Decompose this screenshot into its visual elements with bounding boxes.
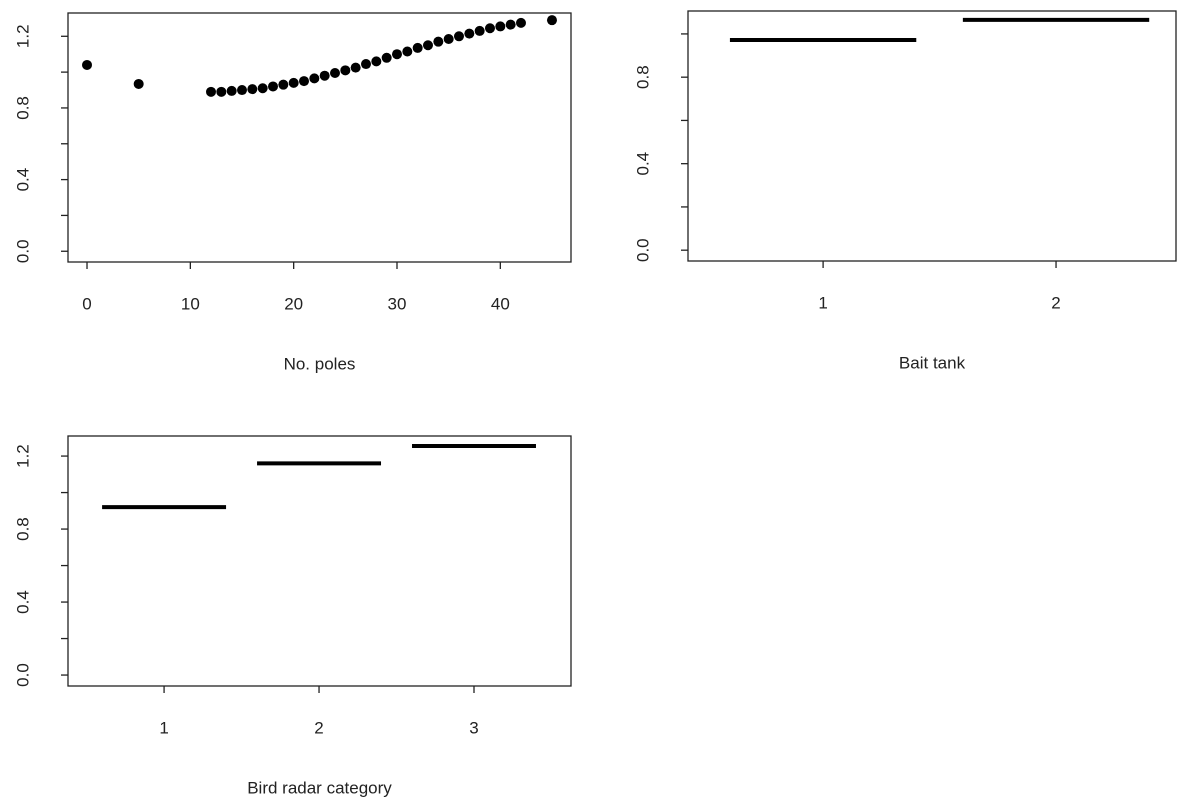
x-tick-label: 40	[491, 294, 510, 313]
x-tick-label: 2	[314, 718, 323, 737]
x-tick-label: 10	[181, 294, 200, 313]
x-axis-label: Bait tank	[899, 353, 966, 372]
point	[453, 31, 464, 42]
y-tick-label: 0.8	[13, 96, 32, 120]
y-tick-label: 0.8	[633, 65, 652, 89]
y-tick-label: 0.8	[13, 517, 32, 541]
point	[464, 28, 475, 39]
x-tick-label: 1	[159, 718, 168, 737]
point	[381, 52, 392, 63]
y-tick-label: 0.4	[633, 152, 652, 176]
point	[82, 59, 93, 70]
point	[495, 21, 506, 32]
point	[288, 77, 299, 88]
point	[350, 62, 361, 73]
x-tick-label: 3	[469, 718, 478, 737]
point	[443, 33, 454, 44]
y-tick-label: 0.0	[13, 239, 32, 263]
x-axis-label: No. poles	[284, 354, 356, 373]
point	[484, 23, 495, 34]
point	[402, 46, 413, 57]
x-tick-label: 1	[818, 293, 827, 312]
y-tick-label: 0.4	[13, 590, 32, 614]
point	[340, 65, 351, 76]
y-tick-label: 0.0	[633, 238, 652, 262]
point	[515, 17, 526, 28]
x-axis-label: Bird radar category	[247, 778, 392, 797]
point	[278, 79, 289, 90]
point	[237, 85, 248, 96]
point	[216, 86, 227, 97]
point	[391, 49, 402, 60]
point	[329, 68, 340, 79]
point	[360, 59, 371, 70]
point	[412, 42, 423, 53]
point	[505, 19, 516, 30]
plot-frame	[67, 435, 572, 687]
x-tick-label: 30	[388, 294, 407, 313]
x-tick-label: 20	[284, 294, 303, 313]
point	[546, 15, 557, 26]
x-tick-label: 0	[82, 294, 91, 313]
y-tick-label: 1.2	[13, 444, 32, 468]
point	[422, 40, 433, 51]
point	[133, 78, 144, 89]
point	[257, 83, 268, 94]
x-tick-label: 2	[1051, 293, 1060, 312]
point	[247, 84, 258, 95]
point	[206, 86, 217, 97]
point	[268, 81, 279, 92]
point	[474, 25, 485, 36]
point	[309, 73, 320, 84]
y-tick-label: 0.0	[13, 663, 32, 687]
y-tick-label: 0.4	[13, 168, 32, 192]
point	[371, 56, 382, 67]
plot-frame	[687, 10, 1177, 262]
point	[299, 76, 310, 87]
point	[319, 70, 330, 81]
point	[433, 36, 444, 47]
plot-frame	[67, 12, 572, 263]
y-tick-label: 1.2	[13, 24, 32, 48]
point	[226, 85, 237, 96]
